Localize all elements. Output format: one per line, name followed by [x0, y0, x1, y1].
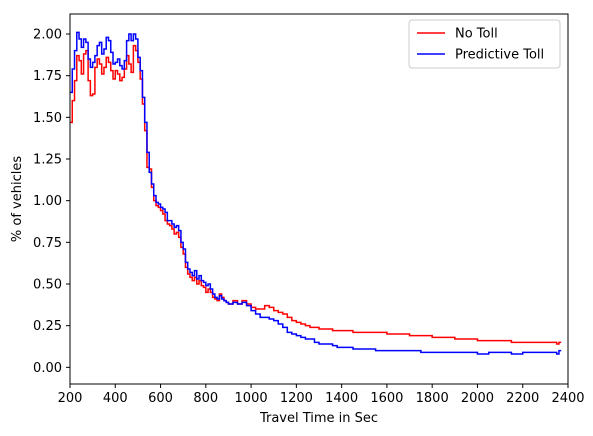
legend-label-no-toll: No Toll — [455, 27, 498, 42]
x-tick-label: 600 — [148, 391, 173, 406]
y-tick-label: 0.25 — [33, 319, 62, 334]
x-tick-label: 1400 — [325, 391, 358, 406]
x-tick-label: 200 — [58, 391, 83, 406]
series-layer — [70, 31, 562, 355]
legend-box — [408, 19, 561, 69]
y-tick-label: 1.75 — [33, 69, 62, 84]
x-tick-label: 800 — [193, 391, 218, 406]
y-tick-label: 0.75 — [33, 236, 62, 251]
legend-label-predictive-toll: Predictive Toll — [455, 48, 544, 63]
legend: No Toll Predictive Toll — [408, 19, 561, 69]
y-tick-label: 0.50 — [33, 278, 62, 293]
y-tick-label: 1.00 — [33, 194, 62, 209]
y-axis-label: % of vehicles — [10, 156, 25, 242]
x-tick-label: 1000 — [235, 391, 268, 406]
x-tick-label: 2000 — [461, 391, 494, 406]
x-tick-label: 2400 — [551, 391, 584, 406]
y-tick-label: 0.00 — [33, 361, 62, 376]
y-tick-label: 1.50 — [33, 111, 62, 126]
axes-layer: 200 400 600 800 1000 1200 1400 1600 1800 2000 2200… — [33, 13, 585, 406]
y-tick-label: 2.00 — [33, 28, 62, 43]
x-tick-label: 1800 — [416, 391, 449, 406]
x-axis-label: Travel Time in Sec — [259, 411, 378, 426]
y-tick-label: 1.25 — [33, 153, 62, 168]
x-tick-label: 1600 — [370, 391, 403, 406]
x-tick-label: 1200 — [280, 391, 313, 406]
axes-frame — [69, 13, 569, 385]
x-tick-label: 2200 — [506, 391, 539, 406]
x-tick-label: 400 — [103, 391, 128, 406]
series-line-predictive-toll — [70, 31, 562, 355]
series-line-no-toll — [70, 44, 562, 345]
